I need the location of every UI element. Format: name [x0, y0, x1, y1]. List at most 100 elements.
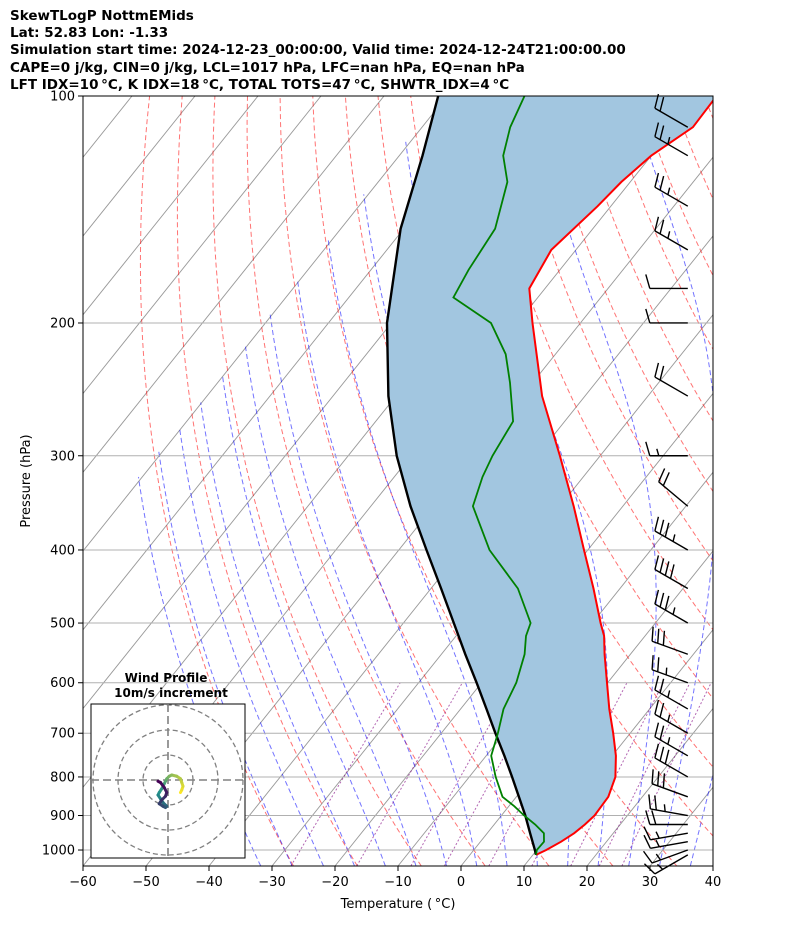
wind-barb [654, 555, 689, 590]
wind-barbs [642, 93, 689, 875]
wind-barb [651, 655, 689, 684]
isotherm-line [83, 96, 385, 473]
x-tick-label: 10 [516, 875, 533, 890]
y-tick-label: 500 [50, 617, 75, 632]
mixing-ratio-line [290, 682, 401, 866]
wind-barb [651, 769, 689, 798]
y-axis-label: Pressure (hPa) [19, 434, 34, 527]
y-tick-label: 700 [50, 727, 75, 742]
isotherm-line [83, 96, 259, 316]
wind-barb [648, 794, 688, 817]
x-tick-label: −30 [258, 875, 285, 890]
y-axis-ticks: 1000 900 800 700 600 500 400 300 200 100 [42, 90, 83, 859]
wind-barb [654, 675, 689, 710]
isotherm-line [334, 392, 713, 866]
wind-barb [654, 93, 689, 128]
isotherm-line [649, 786, 713, 866]
wind-barb [654, 516, 689, 551]
dry-adiabat-line [139, 96, 294, 866]
dry-adiabat-line [176, 96, 358, 866]
wind-barb [645, 308, 688, 324]
dry-adiabat-line [279, 96, 550, 866]
x-tick-label: −20 [321, 875, 348, 890]
isotherm-line [712, 865, 713, 866]
isotherm-line [83, 96, 448, 552]
mixing-ratio-line [356, 682, 463, 866]
mixing-ratio-line [410, 682, 514, 866]
wind-barb [654, 362, 689, 397]
convective-indices-label: CAPE=0 j/kg, CIN=0 j/kg, LCL=1017 hPa, L… [10, 59, 525, 76]
wind-barb [654, 122, 689, 157]
dry-adiabat-line [442, 96, 713, 700]
y-tick-label: 200 [50, 316, 75, 331]
chart-title: SkewTLogP NottmEMids [10, 8, 194, 24]
x-axis-label: Temperature ( °C) [340, 897, 456, 912]
isotherm-line [776, 96, 794, 866]
isotherm-line [0, 96, 6, 866]
y-tick-label: 300 [50, 449, 75, 464]
hodograph-subtitle: 10m/s increment [114, 686, 228, 700]
hodograph-inset: Wind Profile 10m/s increment [90, 671, 246, 859]
moist-adiabat-line [721, 96, 794, 866]
moist-adiabat-line [222, 375, 386, 866]
chart-title-block: SkewTLogP NottmEMids Lat: 52.83 Lon: -1.… [10, 8, 626, 94]
location-label: Lat: 52.83 Lon: -1.33 [10, 25, 169, 42]
dry-adiabat-line [671, 96, 713, 201]
dry-adiabat-line [770, 96, 794, 866]
wind-barb [654, 589, 689, 624]
y-tick-label: 900 [50, 809, 75, 824]
dry-adiabat-line [573, 96, 713, 422]
mixing-ratio-line [621, 682, 712, 866]
wind-barb [658, 468, 689, 507]
wind-barb [645, 274, 688, 290]
wind-barb [643, 826, 688, 841]
wind-barb [651, 626, 689, 655]
y-tick-label: 800 [50, 770, 75, 785]
hodograph-title: Wind Profile [125, 671, 208, 685]
wind-barb [654, 172, 689, 207]
profile-lines [385, 96, 713, 856]
wind-barb [654, 699, 689, 734]
x-tick-label: 0 [457, 875, 465, 890]
wind-barb [642, 849, 689, 864]
moist-adiabat-line [631, 96, 713, 866]
moist-adiabat-line [245, 346, 417, 866]
moist-adiabat-line [296, 279, 478, 866]
dry-adiabat-line [246, 96, 486, 866]
temperature-profile-line [528, 99, 713, 856]
y-tick-label: 100 [50, 90, 75, 105]
wind-barb [654, 216, 689, 251]
x-tick-label: 40 [705, 875, 722, 890]
wind-barb [654, 722, 689, 757]
hodograph-trace-segment [156, 779, 162, 784]
y-tick-label: 600 [50, 676, 75, 691]
x-tick-label: −40 [195, 875, 222, 890]
isotherm-line [83, 96, 322, 395]
dry-adiabat-line [605, 96, 713, 351]
parcel-profile-line [385, 96, 538, 856]
isotherm-line [271, 314, 713, 866]
wind-barb [645, 810, 688, 826]
dry-adiabat-line [703, 96, 713, 120]
x-tick-label: 20 [579, 875, 596, 890]
y-tick-label: 1000 [42, 844, 75, 859]
wind-barb [643, 834, 688, 850]
isotherm-line [0, 96, 69, 866]
x-tick-label: 30 [642, 875, 659, 890]
wind-barb [645, 441, 688, 457]
moist-adiabat-line [179, 427, 324, 866]
x-axis-ticks: −60 −50 −40 −30 −20 −10 0 10 20 30 40 [69, 866, 721, 890]
dry-adiabat-line [737, 96, 794, 866]
wind-barb [654, 743, 689, 778]
isotherm-line [523, 629, 713, 866]
y-tick-label: 400 [50, 543, 75, 558]
moist-adiabat-line [269, 314, 447, 866]
dewpoint-profile-line [452, 96, 545, 856]
isotherm-line [83, 96, 196, 237]
x-tick-label: −60 [69, 875, 96, 890]
cin-shaded-area [387, 96, 713, 855]
simulation-time-label: Simulation start time: 2024-12-23_00:00:… [10, 42, 626, 59]
stability-indices-label: LFT IDX=10 °C, K IDX=18 °C, TOTAL TOTS=4… [10, 76, 510, 93]
moist-adiabat-line [158, 450, 293, 866]
